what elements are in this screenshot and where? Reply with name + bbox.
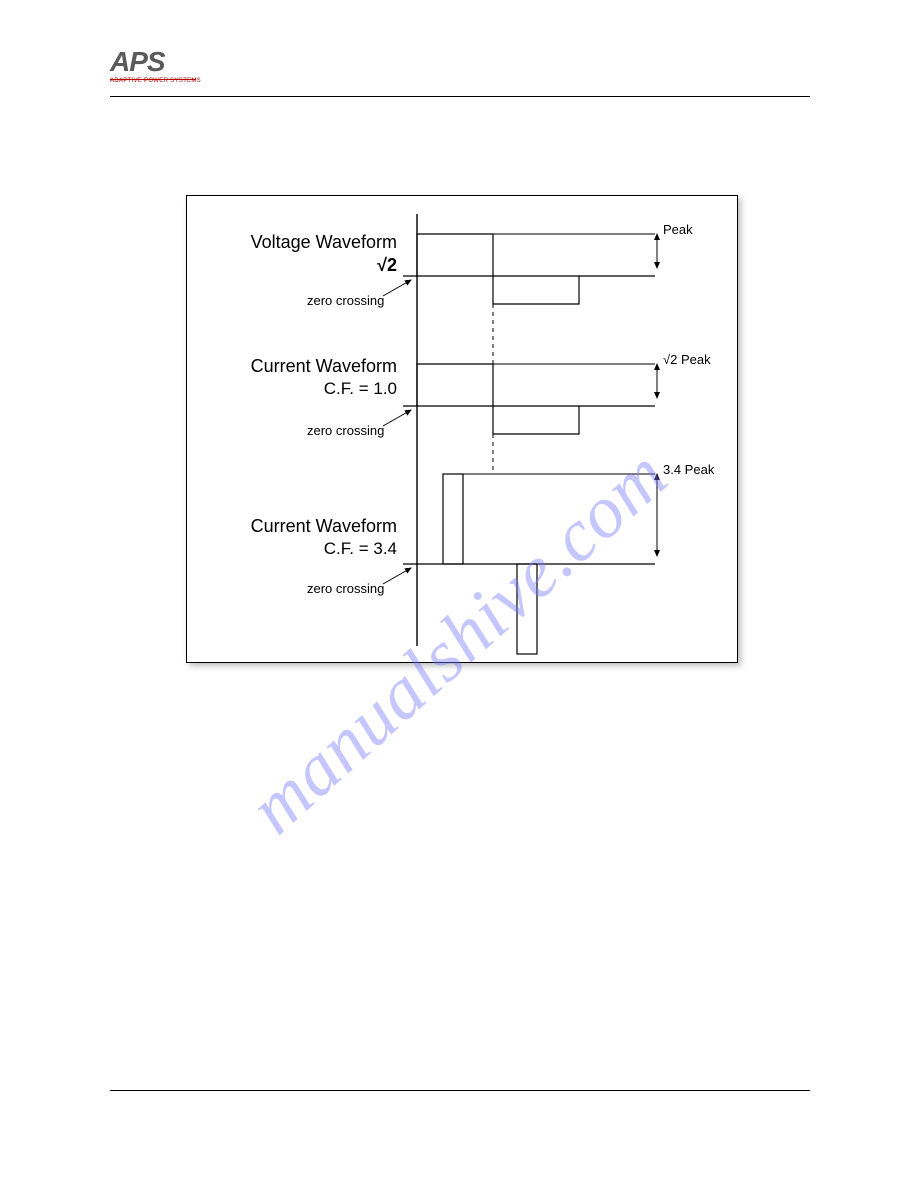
crest-factor-figure: Voltage Waveform √2 Current Waveform C.F… [186, 195, 738, 663]
logo-text: APS [110, 46, 201, 78]
waveform-svg [187, 196, 739, 664]
brand-logo: APS ADAPTIVE POWER SYSTEMS [110, 46, 201, 84]
logo-subtext: ADAPTIVE POWER SYSTEMS [110, 78, 201, 84]
bottom-rule [110, 1090, 810, 1091]
top-rule [110, 96, 810, 97]
